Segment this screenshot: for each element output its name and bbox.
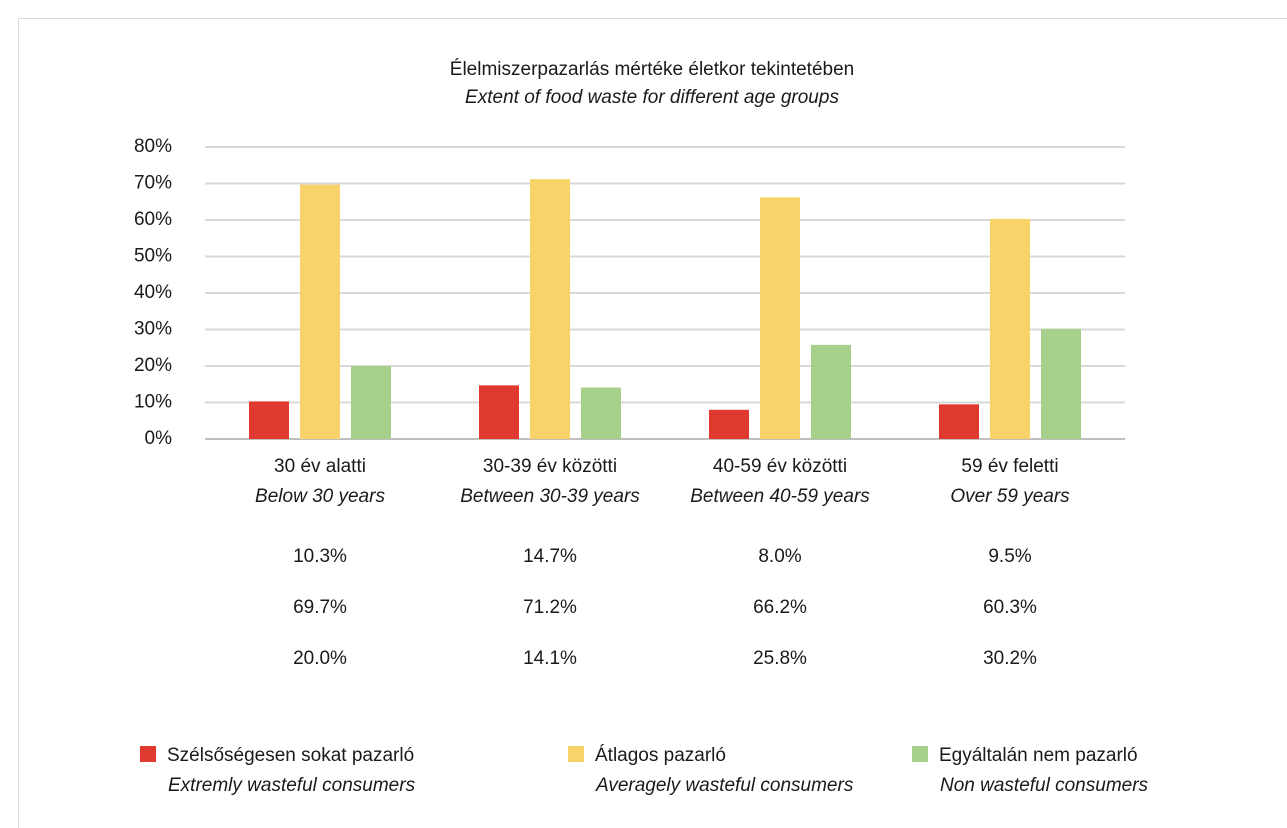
y-tick-label: 20%	[134, 355, 172, 376]
x-tick-label: 30 év alatti	[274, 456, 366, 477]
legend-sublabel: Averagely wasteful consumers	[595, 775, 854, 796]
x-tick-sublabel: Between 30-39 years	[460, 486, 640, 507]
x-tick-label: 30-39 év közötti	[483, 456, 617, 477]
data-label: 69.7%	[293, 597, 347, 618]
bar	[300, 184, 340, 439]
data-label: 14.1%	[523, 648, 577, 669]
y-tick-label: 30%	[134, 319, 172, 340]
x-tick-label: 59 év feletti	[961, 456, 1058, 477]
x-tick-sublabel: Below 30 years	[255, 486, 385, 507]
data-label: 10.3%	[293, 546, 347, 567]
y-tick-label: 0%	[145, 428, 173, 449]
y-tick-label: 40%	[134, 282, 172, 303]
y-tick-label: 70%	[134, 173, 172, 194]
legend-sublabel: Non wasteful consumers	[940, 775, 1149, 796]
legend-label: Szélsőségesen sokat pazarló	[167, 745, 414, 766]
bar	[990, 218, 1030, 439]
bar	[479, 385, 519, 439]
bar	[939, 404, 979, 439]
y-tick-label: 50%	[134, 246, 172, 267]
x-tick-sublabel: Between 40-59 years	[690, 486, 870, 507]
legend-swatch	[912, 746, 928, 762]
legend-label: Egyáltalán nem pazarló	[939, 745, 1138, 766]
legend-swatch	[568, 746, 584, 762]
x-tick-sublabel: Over 59 years	[950, 486, 1070, 507]
legend-sublabel: Extremly wasteful consumers	[168, 775, 416, 796]
bar	[1041, 328, 1081, 439]
data-label: 30.2%	[983, 648, 1037, 669]
x-tick-label: 40-59 év közötti	[713, 456, 847, 477]
bar	[351, 366, 391, 439]
y-tick-label: 10%	[134, 392, 172, 413]
frame	[18, 18, 1287, 828]
bar	[581, 387, 621, 439]
data-label: 20.0%	[293, 648, 347, 669]
data-label: 9.5%	[988, 546, 1031, 567]
data-label: 66.2%	[753, 597, 807, 618]
legend-label: Átlagos pazarló	[595, 745, 726, 766]
data-label: 60.3%	[983, 597, 1037, 618]
chart-subtitle: Extent of food waste for different age g…	[465, 87, 839, 108]
bar	[530, 179, 570, 439]
chart-title: Élelmiszerpazarlás mértéke életkor tekin…	[450, 59, 854, 80]
data-label: 71.2%	[523, 597, 577, 618]
bar	[811, 344, 851, 439]
legend-swatch	[140, 746, 156, 762]
data-label: 8.0%	[758, 546, 801, 567]
data-label: 14.7%	[523, 546, 577, 567]
bar	[249, 401, 289, 439]
bar	[760, 197, 800, 439]
y-tick-label: 60%	[134, 209, 172, 230]
y-tick-label: 80%	[134, 136, 172, 157]
bar	[709, 409, 749, 439]
data-label: 25.8%	[753, 648, 807, 669]
